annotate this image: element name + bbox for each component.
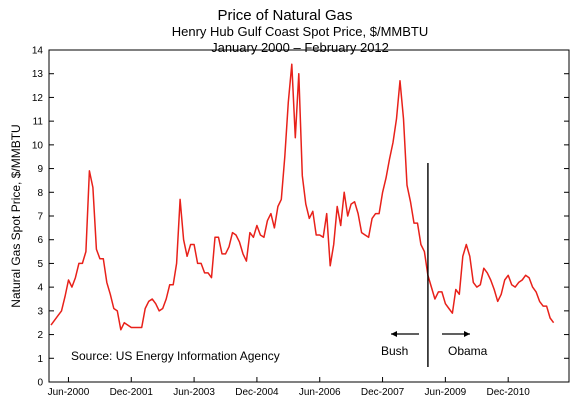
x-tick-label: Dec-2001: [110, 387, 154, 398]
price-series-line: [50, 63, 555, 331]
chart-title: Price of Natural Gas: [217, 7, 352, 24]
series-group: [50, 63, 555, 331]
y-axis-label: Natural Gas Spot Price, $/MMBTU: [9, 124, 23, 307]
x-tick-label: Dec-2010: [487, 387, 531, 398]
y-tick-label: 14: [32, 46, 44, 57]
x-tick-label: Jun-2003: [173, 387, 215, 398]
y-tick-label: 4: [37, 283, 43, 294]
y-tick-label: 13: [32, 69, 44, 80]
x-axis-ticks: Jun-2000 Dec-2001 Jun-2003 Dec-2004 Jun-2006…: [48, 377, 531, 398]
y-tick-label: 12: [32, 93, 44, 104]
y-tick-label: 11: [33, 117, 44, 128]
x-tick-label: Jun-2000: [48, 387, 90, 398]
obama-label: Obama: [448, 344, 488, 358]
x-tick-label: Dec-2007: [361, 387, 405, 398]
y-tick-label: 9: [37, 164, 43, 175]
y-tick-label: 8: [37, 188, 43, 199]
bush-arrowhead: [391, 331, 397, 337]
y-tick-label: 2: [37, 330, 43, 341]
source-note: Source: US Energy Information Agency: [71, 349, 280, 363]
y-tick-label: 7: [37, 212, 43, 223]
y-tick-label: 5: [37, 259, 43, 270]
y-tick-label: 0: [37, 378, 43, 389]
x-tick-label: Jun-2009: [425, 387, 467, 398]
y-tick-label: 6: [37, 235, 43, 246]
chart-period: January 2000 – February 2012: [211, 40, 389, 55]
bush-label: Bush: [381, 344, 408, 358]
x-tick-label: Dec-2004: [235, 387, 279, 398]
y-tick-label: 1: [37, 354, 43, 365]
y-tick-label: 10: [32, 140, 44, 151]
x-tick-label: Jun-2006: [299, 387, 341, 398]
chart-subtitle: Henry Hub Gulf Coast Spot Price, $/MMBTU: [172, 24, 428, 39]
y-tick-label: 3: [37, 306, 43, 317]
obama-arrowhead: [464, 331, 470, 337]
